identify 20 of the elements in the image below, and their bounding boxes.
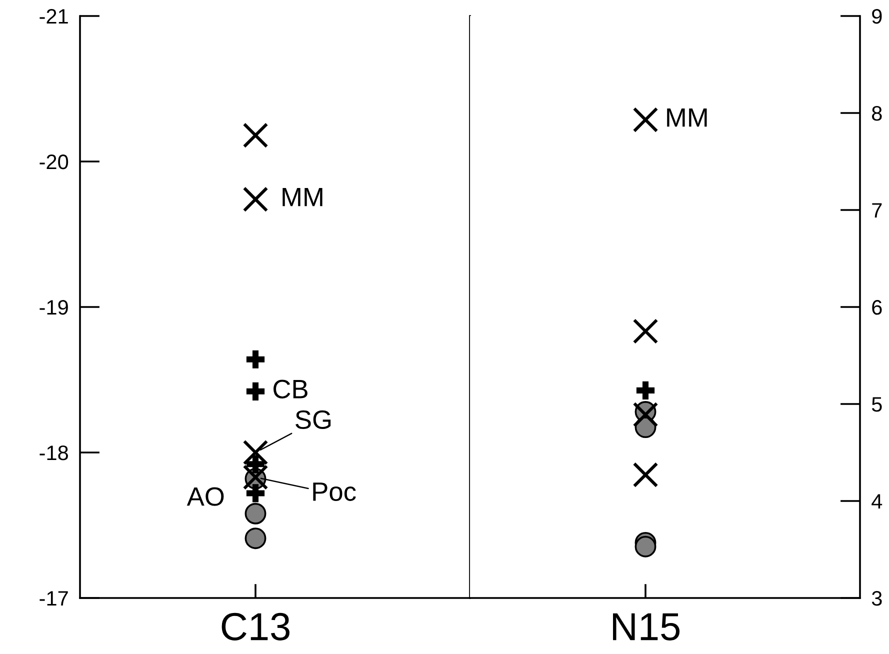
x-tick-label: N15 bbox=[613, 613, 680, 640]
y-tick-label: 9 bbox=[872, 9, 882, 24]
y-tick-label: -18 bbox=[40, 446, 68, 460]
annotation: MM bbox=[282, 188, 322, 206]
annotation: Poc bbox=[313, 482, 356, 501]
y-tick-label: 3 bbox=[872, 591, 882, 606]
y-tick-label: -20 bbox=[40, 154, 68, 170]
y-tick-label: 8 bbox=[872, 106, 882, 121]
x-tick-label: C13 bbox=[222, 612, 290, 640]
annotation: MM bbox=[667, 108, 707, 127]
annotation: CB bbox=[274, 380, 308, 398]
y-tick-label: -17 bbox=[40, 591, 68, 606]
y-tick-label: 7 bbox=[872, 203, 882, 218]
annotation: SG bbox=[296, 410, 331, 430]
y-tick-label: 4 bbox=[872, 494, 882, 509]
y-tick-label: -19 bbox=[40, 300, 68, 315]
y-tick-label: 5 bbox=[872, 397, 882, 412]
y-tick-label: -21 bbox=[40, 9, 68, 24]
annotation: AO bbox=[186, 487, 224, 506]
y-tick-label: 6 bbox=[872, 300, 882, 315]
